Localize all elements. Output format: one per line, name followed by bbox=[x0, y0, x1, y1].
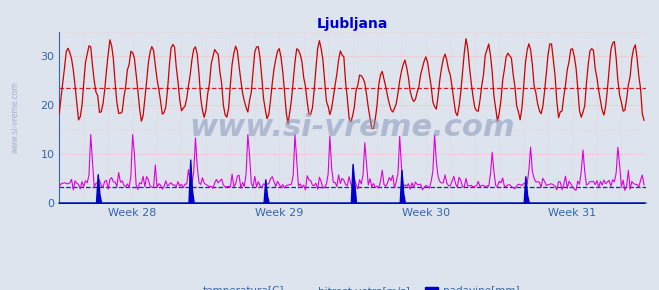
Legend: temperatura[C], hitrost vetra[m/s], padavine[mm]: temperatura[C], hitrost vetra[m/s], pada… bbox=[181, 282, 524, 290]
Text: www.si-vreme.com: www.si-vreme.com bbox=[11, 81, 20, 153]
Text: www.si-vreme.com: www.si-vreme.com bbox=[190, 113, 515, 142]
Title: Ljubljana: Ljubljana bbox=[317, 17, 388, 31]
